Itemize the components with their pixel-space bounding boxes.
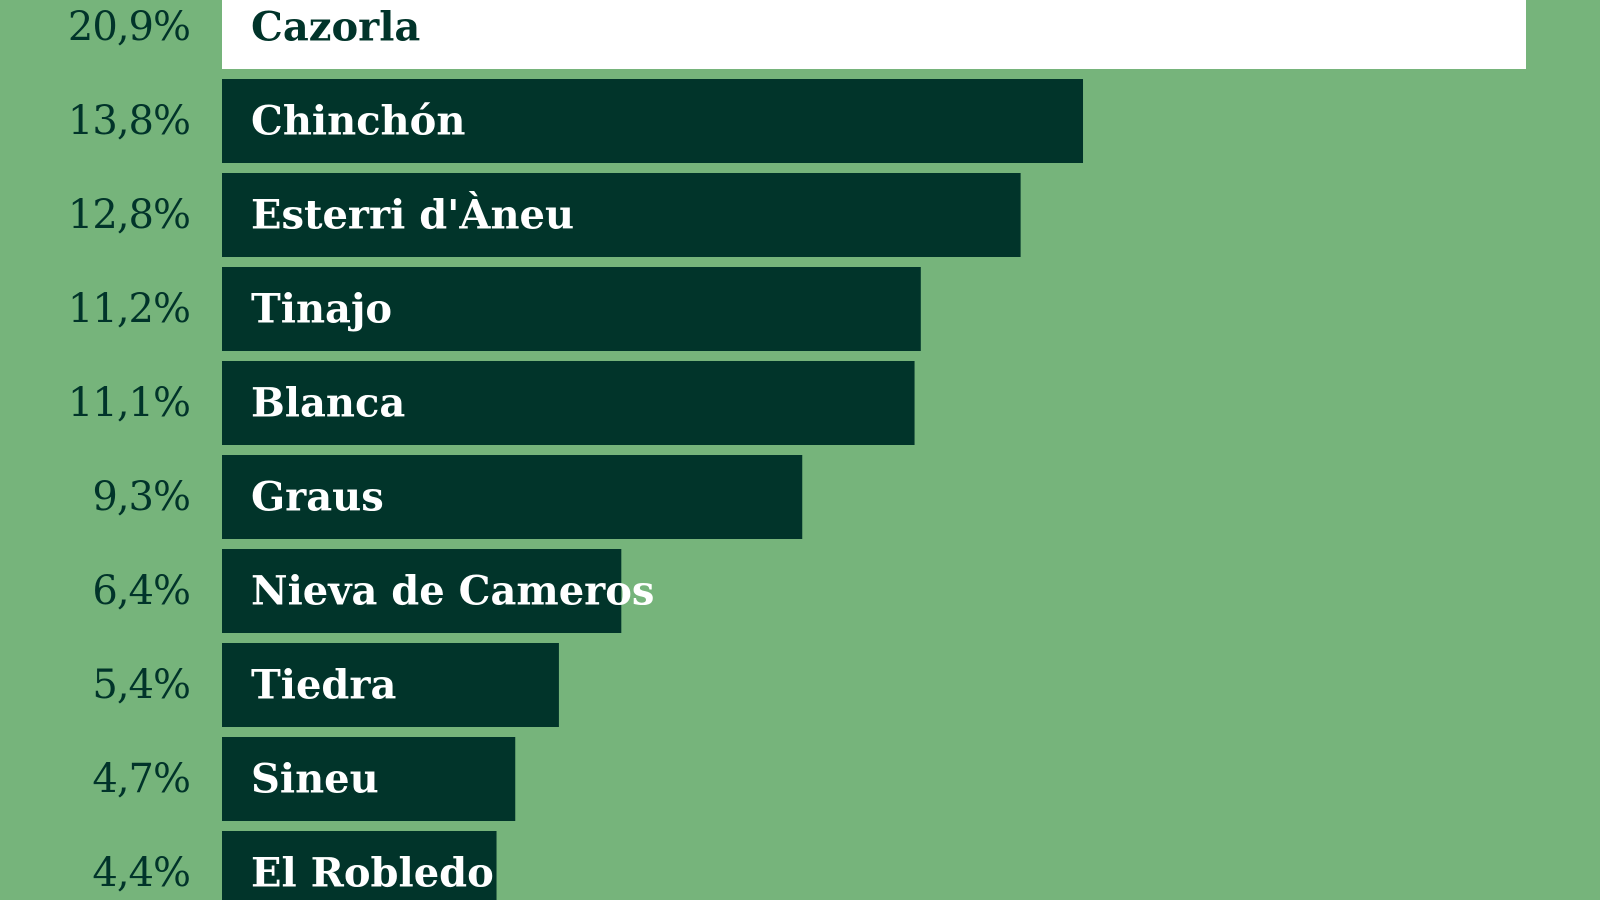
bar-1 bbox=[222, 0, 1526, 69]
value-label-6: 9,3% bbox=[92, 474, 190, 520]
bar-4 bbox=[222, 267, 921, 351]
bar-5 bbox=[222, 361, 915, 445]
bar-10 bbox=[222, 831, 497, 900]
category-label-6: Graus bbox=[251, 474, 384, 521]
bar-8 bbox=[222, 643, 559, 727]
value-label-3: 12,8% bbox=[68, 192, 190, 238]
value-label-8: 5,4% bbox=[92, 662, 190, 708]
category-label-7: Nieva de Cameros bbox=[251, 568, 654, 615]
value-label-4: 11,2% bbox=[68, 286, 190, 332]
bar-7 bbox=[222, 549, 622, 633]
bar-9 bbox=[222, 737, 516, 821]
bar-2 bbox=[222, 79, 1084, 163]
bar-6 bbox=[222, 455, 803, 539]
value-label-5: 11,1% bbox=[68, 380, 190, 426]
bar-3 bbox=[222, 173, 1021, 257]
value-label-9: 4,7% bbox=[92, 756, 190, 802]
value-label-1: 20,9% bbox=[68, 4, 190, 50]
category-label-10: El Robledo bbox=[251, 850, 494, 897]
category-label-5: Blanca bbox=[251, 380, 405, 427]
category-label-3: Esterri d'Àneu bbox=[251, 192, 574, 239]
value-label-10: 4,4% bbox=[92, 850, 190, 896]
category-label-8: Tiedra bbox=[251, 662, 396, 709]
value-label-2: 13,8% bbox=[68, 98, 190, 144]
category-label-9: Sineu bbox=[251, 756, 379, 803]
category-label-2: Chinchón bbox=[251, 98, 465, 145]
value-label-7: 6,4% bbox=[92, 568, 190, 614]
category-label-1: Cazorla bbox=[251, 4, 420, 51]
category-label-4: Tinajo bbox=[251, 286, 392, 333]
